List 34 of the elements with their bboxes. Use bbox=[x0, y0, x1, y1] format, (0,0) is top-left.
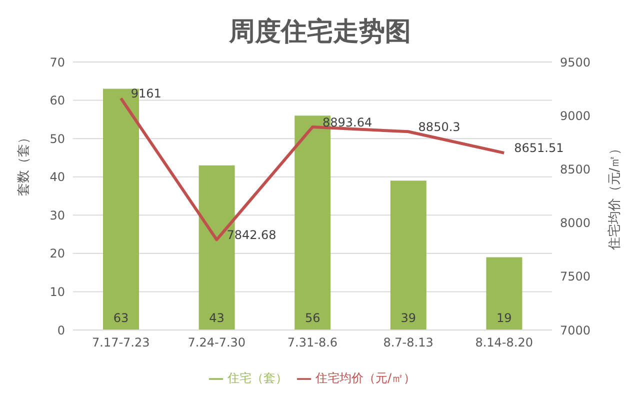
legend-label: 住宅均价（元/㎡） bbox=[315, 371, 416, 385]
x-tick-label: 7.17-7.23 bbox=[92, 336, 150, 350]
data-label: 39 bbox=[400, 311, 416, 325]
y-tick-label: 30 bbox=[50, 208, 65, 222]
y-tick-label: 50 bbox=[50, 132, 65, 146]
y2-tick-label: 7500 bbox=[560, 270, 591, 284]
x-tick-label: 8.7-8.13 bbox=[383, 336, 434, 350]
y-tick-label: 70 bbox=[50, 55, 65, 70]
line-series bbox=[119, 96, 506, 242]
data-label: 56 bbox=[304, 311, 320, 325]
y-tick-label: 10 bbox=[50, 284, 65, 299]
y-tick-label: 20 bbox=[50, 246, 65, 261]
data-label: 43 bbox=[209, 311, 224, 325]
y-tick-label: 40 bbox=[50, 170, 65, 184]
y2-tick-label: 7000 bbox=[560, 323, 591, 338]
y2-tick-label: 8500 bbox=[560, 162, 591, 176]
y2-tick-label: 9000 bbox=[560, 108, 591, 123]
chart-title: 周度住宅走势图 bbox=[228, 16, 412, 49]
y2-tick-label: 8000 bbox=[560, 216, 591, 230]
bar bbox=[390, 180, 426, 330]
data-label: 19 bbox=[496, 311, 512, 325]
data-label: 8850.3 bbox=[418, 120, 460, 134]
x-tick-label: 8.14-8.20 bbox=[475, 336, 533, 350]
y-tick-label: 60 bbox=[50, 94, 65, 108]
x-tick-label: 7.31-8.6 bbox=[287, 336, 338, 350]
data-label: 63 bbox=[113, 311, 129, 325]
y-axis-title: 套数（套） bbox=[16, 131, 32, 196]
y2-tick-label: 9500 bbox=[560, 55, 591, 70]
legend-label: 住宅（套） bbox=[227, 371, 288, 385]
bar bbox=[486, 257, 522, 330]
data-label: 8651.51 bbox=[514, 141, 564, 156]
y2-axis-title: 住宅均价（元/㎡） bbox=[606, 142, 623, 252]
x-tick-label: 7.24-7.30 bbox=[188, 336, 246, 350]
y-tick-label: 0 bbox=[57, 323, 65, 338]
